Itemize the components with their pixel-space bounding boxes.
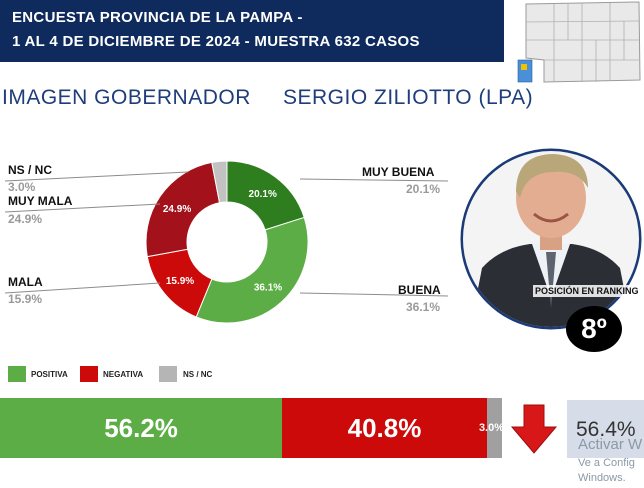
ranking-badge: 8º — [566, 306, 622, 352]
leader-lines — [4, 171, 449, 297]
province-map-icon — [504, 0, 644, 88]
donut-slice-muy-mala — [145, 161, 221, 258]
callout-muy-buena-value: 20.1% — [406, 182, 441, 196]
governor-name: SERGIO ZILIOTTO (LPA) — [283, 86, 534, 109]
donut-slice-label: 24.9% — [163, 204, 191, 215]
header-title-line2: 1 AL 4 DE DICIEMBRE DE 2024 - MUESTRA 63… — [12, 33, 420, 50]
callout-buena-value: 36.1% — [406, 300, 441, 314]
callout-muy-mala-label: MUY MALA — [8, 194, 73, 208]
watermark-line3: Windows. — [578, 472, 626, 484]
summary-negativa-value: 40.8% — [347, 412, 422, 443]
callout-mala-label: MALA — [8, 275, 43, 289]
watermark-line2: Ve a Config — [578, 457, 635, 469]
summary-negativa-segment: 40.8% — [282, 398, 487, 458]
summary-positiva-segment: 56.2% — [0, 398, 283, 458]
legend-positiva-swatch — [8, 366, 26, 382]
donut-slice-label: 36.1% — [254, 282, 282, 293]
callout-nsnc-label: NS / NC — [8, 163, 53, 177]
legend-nsnc-label: NS / NC — [183, 370, 213, 379]
donut-slice-ns-nc — [211, 160, 228, 204]
callout-muy-mala-value: 24.9% — [8, 212, 43, 226]
legend-negativa-swatch — [80, 366, 98, 382]
donut-slice-buena — [195, 216, 309, 324]
summary-bar: 56.2% 40.8% 3.0% — [0, 398, 504, 458]
callout-nsnc-value: 3.0% — [8, 180, 36, 194]
summary-nsnc-segment: 3.0% — [479, 398, 504, 458]
summary-nsnc-value: 3.0% — [478, 422, 505, 434]
watermark-line1: Activar W — [578, 436, 643, 453]
callout-muy-buena-label: MUY BUENA — [362, 165, 435, 179]
approval-value: 56.4% — [576, 418, 636, 441]
callout-mala-value: 15.9% — [8, 292, 43, 306]
legend-negativa-label: NEGATIVA — [103, 370, 144, 379]
legend-nsnc-swatch — [159, 366, 177, 382]
governor-portrait — [460, 148, 642, 330]
donut-slice-label: 15.9% — [166, 276, 194, 287]
summary-positiva-value: 56.2% — [104, 412, 178, 443]
down-arrow-icon — [510, 404, 558, 454]
ranking-label: POSICIÓN EN RANKING — [533, 285, 641, 297]
donut-slice-label: 20.1% — [249, 189, 277, 200]
donut-chart: 20.1% 36.1% 15.9% 24.9% — [145, 160, 309, 324]
callout-buena-label: BUENA — [398, 283, 441, 297]
legend-positiva-label: POSITIVA — [31, 370, 68, 379]
approval-box — [567, 400, 644, 458]
chart-title: IMAGEN GOBERNADOR — [2, 86, 251, 109]
header-title-line1: ENCUESTA PROVINCIA DE LA PAMPA - — [12, 9, 303, 26]
